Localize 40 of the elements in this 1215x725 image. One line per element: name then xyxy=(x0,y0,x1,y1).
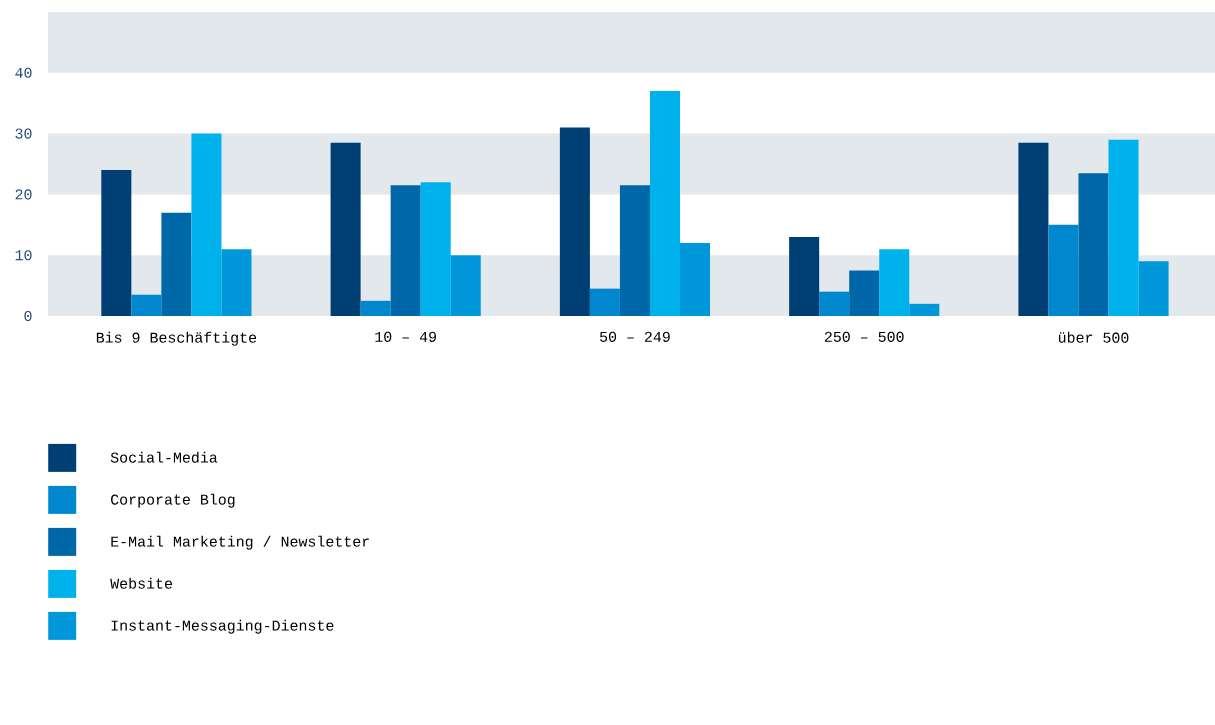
bar xyxy=(390,185,421,316)
x-tick-label: über 500 xyxy=(1058,331,1129,343)
legend-label: Website xyxy=(110,577,172,589)
legend-label: Instant-Messaging-Dienste xyxy=(111,619,334,634)
bar xyxy=(879,249,910,316)
bar xyxy=(420,182,451,316)
y-tick-label: 40 xyxy=(15,67,32,78)
bar xyxy=(360,300,391,316)
bar xyxy=(819,291,850,316)
bar xyxy=(161,212,192,316)
y-tick-label: 0 xyxy=(24,310,32,322)
x-tick-label: Bis 9 Beschäftigte xyxy=(96,331,257,346)
y-tick-label: 30 xyxy=(15,128,32,139)
bar xyxy=(221,249,252,316)
y-tick-label: 20 xyxy=(15,189,32,200)
x-tick-label: 50 – 249 xyxy=(600,331,670,342)
bar xyxy=(649,91,680,316)
bar xyxy=(1138,261,1169,316)
bar xyxy=(789,236,820,316)
bar xyxy=(1078,173,1109,316)
bar xyxy=(680,243,711,316)
bar xyxy=(619,185,650,316)
bar xyxy=(1048,224,1079,316)
bar xyxy=(450,255,481,316)
bar xyxy=(101,170,132,316)
bar xyxy=(909,303,940,316)
bar xyxy=(589,288,620,316)
x-tick-label: 10 – 49 xyxy=(375,331,436,342)
legend-label: Social-Media xyxy=(110,451,218,463)
bar xyxy=(849,270,880,316)
legend-label: E-Mail Marketing / Newsletter xyxy=(111,535,369,550)
bar xyxy=(330,142,361,316)
bar xyxy=(559,127,590,316)
bar xyxy=(1108,139,1139,316)
legend-label: Corporate Blog xyxy=(111,493,235,508)
y-tick-label: 10 xyxy=(15,250,32,261)
bar xyxy=(131,294,162,316)
bar xyxy=(1018,142,1049,316)
bar xyxy=(191,133,222,316)
x-tick-label: 250 – 500 xyxy=(824,331,904,342)
